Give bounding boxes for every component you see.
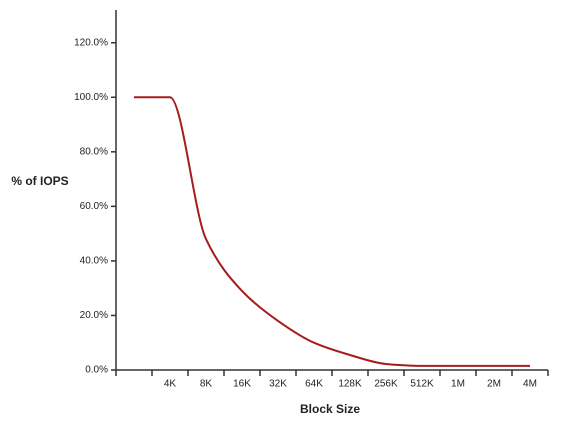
y-tick-label: 60.0%: [80, 201, 108, 212]
x-tick-label: 8K: [200, 379, 213, 390]
x-tick-label: 1M: [451, 379, 465, 390]
y-tick-label: 100.0%: [74, 92, 108, 103]
x-tick-label: 4M: [523, 379, 537, 390]
x-tick-label: 2M: [487, 379, 501, 390]
y-tick-label: 40.0%: [80, 256, 108, 267]
x-tick-label: 512K: [410, 379, 434, 390]
y-tick-label: 0.0%: [85, 365, 108, 376]
x-tick-label: 32K: [269, 379, 287, 390]
x-tick-label: 256K: [374, 379, 398, 390]
line: [133, 96, 530, 367]
y-tick-label: 20.0%: [80, 310, 108, 321]
y-axis-label: % of IOPS: [11, 174, 68, 188]
x-tick-label: 128K: [338, 379, 362, 390]
y-tick-label: 120.0%: [74, 37, 108, 48]
x-tick-label: 4K: [164, 379, 177, 390]
x-tick-label: 64K: [305, 379, 323, 390]
x-axis-label: Block Size: [300, 402, 360, 416]
x-tick-label: 16K: [233, 379, 251, 390]
y-tick-label: 80.0%: [80, 146, 108, 157]
